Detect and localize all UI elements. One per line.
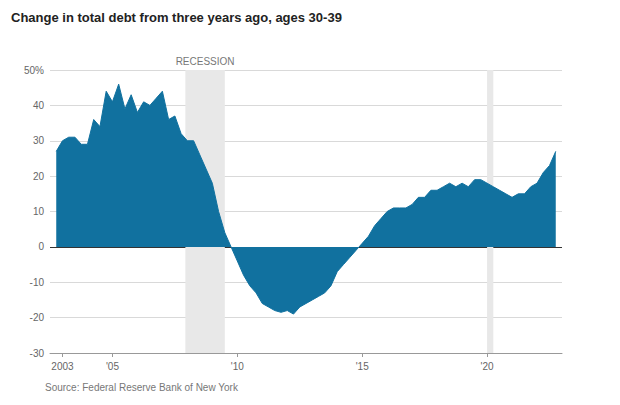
svg-text:50%: 50%: [24, 65, 44, 76]
svg-text:2003: 2003: [51, 361, 74, 372]
svg-text:-20: -20: [30, 312, 45, 323]
svg-text:0: 0: [38, 241, 44, 252]
svg-text:Source: Federal Reserve Bank o: Source: Federal Reserve Bank of New York: [45, 382, 239, 393]
svg-text:40: 40: [33, 100, 45, 111]
svg-text:'15: '15: [356, 361, 369, 372]
svg-text:'20: '20: [481, 361, 494, 372]
svg-text:'10: '10: [231, 361, 244, 372]
svg-text:10: 10: [33, 206, 45, 217]
svg-text:30: 30: [33, 135, 45, 146]
svg-text:-30: -30: [30, 348, 45, 359]
svg-text:Change in total debt from thre: Change in total debt from three years ag…: [11, 10, 342, 25]
svg-text:-10: -10: [30, 277, 45, 288]
svg-text:RECESSION: RECESSION: [176, 56, 235, 67]
svg-text:'05: '05: [106, 361, 119, 372]
svg-text:20: 20: [33, 171, 45, 182]
